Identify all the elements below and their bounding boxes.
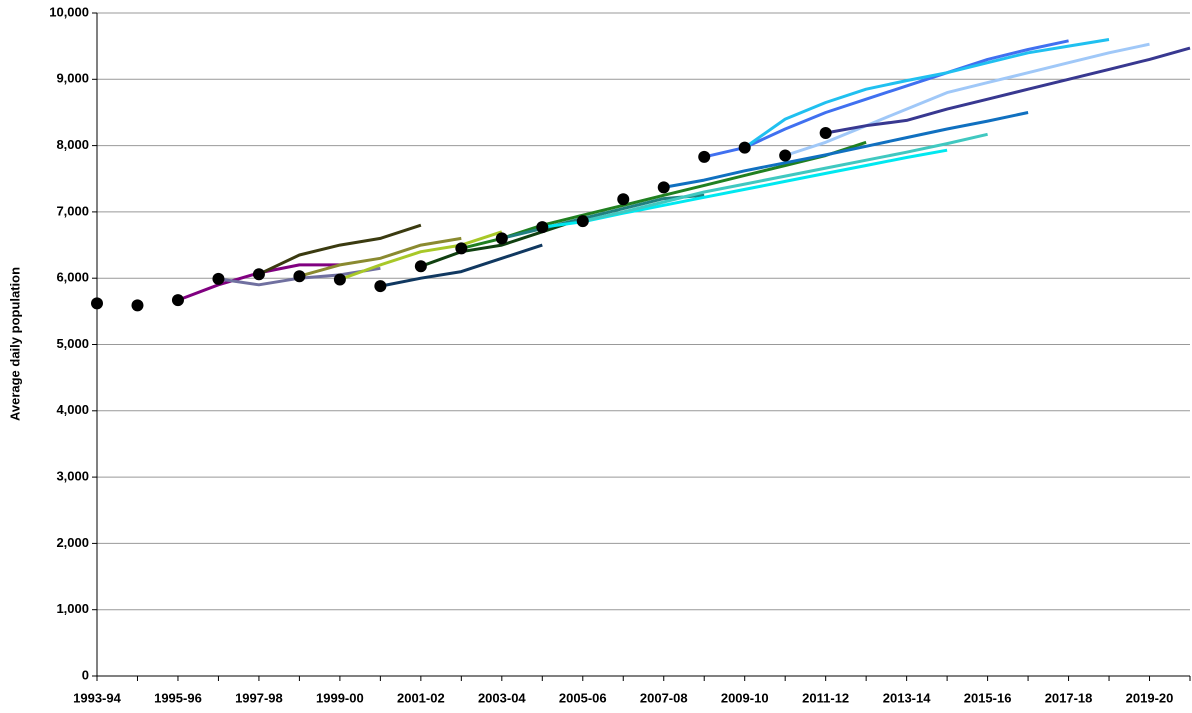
data-point	[212, 272, 225, 285]
x-tick-label: 2007-08	[640, 690, 688, 705]
series-line	[825, 46, 1191, 135]
y-tick-label: 2,000	[56, 535, 89, 550]
y-tick-label: 10,000	[49, 4, 89, 19]
y-tick-label: 9,000	[56, 71, 89, 86]
series-line	[380, 243, 543, 288]
data-point	[252, 268, 265, 281]
y-tick-label: 4,000	[56, 402, 89, 417]
x-tick-label: 2013-14	[883, 690, 931, 705]
data-point	[333, 273, 346, 286]
series-line	[258, 223, 422, 276]
data-point	[414, 260, 427, 273]
data-point	[374, 280, 387, 293]
series-line	[339, 230, 503, 281]
data-point	[91, 297, 103, 310]
y-tick-label: 7,000	[56, 203, 89, 218]
series-line	[582, 132, 988, 223]
data-point	[779, 149, 792, 162]
data-point	[293, 270, 306, 283]
x-tick-label: 2005-06	[559, 690, 607, 705]
y-axis-label: Average daily population	[7, 267, 22, 421]
x-tick-label: 1995-96	[154, 690, 202, 705]
y-tick-label: 8,000	[56, 137, 89, 152]
x-tick-label: 2019-20	[1126, 690, 1174, 705]
y-tick-label: 5,000	[56, 336, 89, 351]
data-point	[495, 232, 508, 245]
x-tick-label: 1999-00	[316, 690, 364, 705]
data-point	[617, 193, 630, 206]
x-tick-label: 2011-12	[802, 690, 849, 705]
x-tick-label: 2009-10	[721, 690, 769, 705]
series-line	[743, 38, 1110, 149]
y-tick-label: 3,000	[56, 469, 89, 484]
x-tick-label: 2017-18	[1045, 690, 1093, 705]
x-tick-label: 1997-98	[235, 690, 283, 705]
y-tick-label: 0	[82, 667, 89, 682]
x-tick-label: 2015-16	[964, 690, 1012, 705]
data-point	[131, 299, 144, 312]
data-point	[819, 127, 832, 140]
series-line	[663, 111, 1029, 189]
series-line	[784, 42, 1150, 157]
x-tick-label: 2003-04	[478, 690, 526, 705]
data-point	[698, 150, 711, 163]
data-point	[576, 215, 589, 228]
y-tick-label: 1,000	[56, 601, 89, 616]
data-point	[738, 141, 751, 154]
series-line	[298, 236, 462, 278]
x-tick-label: 2001-02	[397, 690, 445, 705]
series-line	[703, 39, 1069, 159]
x-tick-label: 1993-94	[73, 690, 121, 705]
series-line	[501, 193, 705, 240]
series-line	[460, 140, 867, 250]
data-point	[657, 181, 670, 194]
data-point	[455, 242, 468, 255]
data-point	[536, 221, 549, 234]
y-tick-label: 6,000	[56, 270, 89, 285]
data-point	[171, 294, 184, 307]
series-line	[420, 217, 584, 268]
